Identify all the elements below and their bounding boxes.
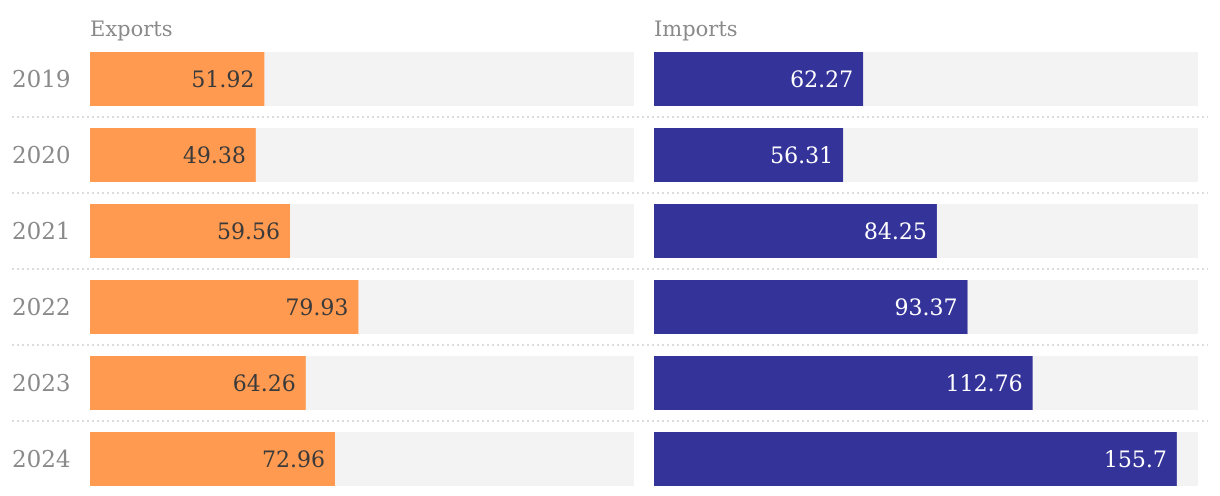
year-label-2019: 2019 (12, 67, 71, 93)
imports-bar-2022 (654, 280, 968, 334)
exports-bar-2023 (90, 356, 306, 410)
year-label-2021: 2021 (12, 219, 71, 245)
exports-bar-2022 (90, 280, 359, 334)
year-label-2023: 2023 (12, 371, 71, 397)
exports-value-label-2021: 59.56 (217, 220, 280, 245)
exports-value-label-2019: 51.92 (191, 68, 254, 93)
exports-bar-2019 (90, 52, 265, 106)
imports-value-label-2024: 155.7 (1104, 448, 1167, 473)
imports-value-label-2020: 56.31 (770, 144, 833, 169)
year-label-2022: 2022 (12, 295, 71, 321)
imports-panel-title: Imports (654, 17, 738, 41)
exports-bar-2024 (90, 432, 336, 486)
imports-bar-2020 (654, 128, 844, 182)
exports-value-label-2024: 72.96 (262, 448, 325, 473)
imports-value-label-2021: 84.25 (864, 220, 927, 245)
imports-bar-2021 (654, 204, 937, 258)
year-label-2024: 2024 (12, 447, 71, 473)
imports-bar-2019 (654, 52, 864, 106)
exports-bar-2021 (90, 204, 291, 258)
exports-panel-title: Exports (90, 17, 173, 41)
imports-bar-2023 (654, 356, 1033, 410)
exports-value-label-2020: 49.38 (183, 144, 246, 169)
imports-bar-2024 (654, 432, 1177, 486)
imports-value-label-2022: 93.37 (895, 296, 958, 321)
imports-value-label-2019: 62.27 (790, 68, 853, 93)
year-label-2020: 2020 (12, 143, 71, 169)
exports-bar-2020 (90, 128, 256, 182)
exports-value-label-2022: 79.93 (285, 296, 348, 321)
exports-value-label-2023: 64.26 (233, 372, 296, 397)
imports-value-label-2023: 112.76 (946, 372, 1023, 397)
